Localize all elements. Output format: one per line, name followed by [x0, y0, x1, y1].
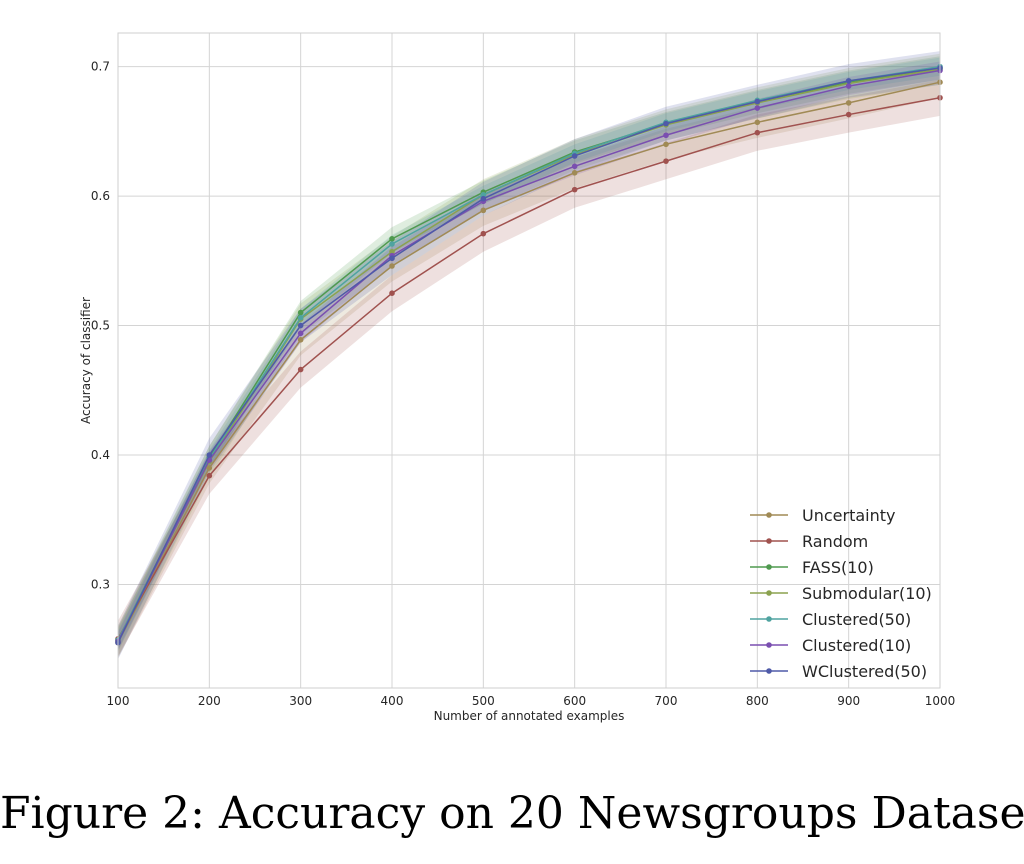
confidence-band — [118, 79, 940, 657]
legend-entry: FASS(10) — [802, 558, 874, 577]
data-point — [206, 452, 213, 458]
legend-marker — [766, 590, 772, 596]
confidence-band — [118, 66, 940, 659]
legend-marker — [766, 512, 772, 518]
y-axis-title: Accuracy of classifier — [79, 297, 93, 424]
data-point — [845, 111, 852, 118]
data-point — [663, 158, 669, 164]
figure-caption: Figure 2: Accuracy on 20 Newsgroups Data… — [0, 788, 1024, 839]
y-tick-label: 0.5 — [91, 319, 110, 333]
data-point — [389, 263, 395, 269]
x-tick-label: 400 — [381, 694, 404, 708]
data-point — [845, 100, 852, 106]
legend-marker — [766, 564, 772, 570]
legend-entry: WClustered(50) — [802, 662, 927, 681]
x-tick-label: 700 — [655, 694, 678, 708]
data-point — [389, 236, 395, 242]
data-point — [480, 230, 487, 237]
series-line — [117, 67, 941, 644]
series-line — [117, 68, 941, 642]
data-point — [297, 322, 304, 329]
legend-entry: Uncertainty — [802, 506, 895, 525]
data-point — [845, 83, 852, 89]
x-tick-label: 1000 — [925, 694, 956, 708]
data-point — [480, 207, 487, 214]
data-point — [663, 132, 669, 139]
series-lines — [115, 63, 943, 646]
series-line — [117, 69, 941, 642]
legend-marker — [766, 668, 772, 674]
legend-marker — [766, 538, 772, 544]
tick-labels: 100 200 300 400 500 600 700 800 900 1000 0.3 0.4 0.5… — [91, 60, 955, 708]
plot-frame — [117, 32, 941, 689]
legend-entry: Random — [802, 532, 868, 551]
data-point — [571, 170, 578, 176]
y-tick-label: 0.4 — [91, 448, 110, 462]
data-point — [389, 241, 395, 247]
data-point — [571, 186, 578, 193]
data-point — [663, 141, 669, 148]
data-point — [206, 465, 213, 471]
legend-marker — [766, 616, 772, 622]
data-point — [480, 195, 487, 202]
legend-entry: Submodular(10) — [802, 584, 932, 603]
data-point — [206, 472, 213, 479]
confidence-band — [118, 57, 940, 650]
data-point — [663, 120, 669, 127]
x-tick-label: 100 — [107, 694, 130, 708]
legend: Uncertainty Random FASS(10) Submodular(10) C… — [750, 506, 932, 681]
x-axis-title: Number of annotated examples — [434, 709, 625, 723]
data-point — [389, 290, 395, 296]
data-point — [571, 163, 578, 170]
accuracy-line-chart: 100 200 300 400 500 600 700 800 900 1000 0.3 0.4 0.5… — [79, 32, 955, 723]
data-point — [297, 330, 304, 337]
x-tick-label: 200 — [198, 694, 221, 708]
series-line — [117, 96, 941, 640]
data-point — [297, 366, 304, 373]
legend-entry: Clustered(10) — [802, 636, 911, 655]
data-point — [389, 255, 395, 262]
x-tick-label: 600 — [563, 694, 586, 708]
y-tick-label: 0.7 — [91, 60, 110, 74]
legend-entry: Clustered(50) — [802, 610, 911, 629]
x-tick-label: 800 — [746, 694, 769, 708]
data-point — [571, 153, 578, 159]
x-tick-label: 900 — [837, 694, 860, 708]
y-tick-label: 0.3 — [91, 577, 110, 591]
data-point — [297, 336, 304, 343]
data-point — [754, 105, 761, 111]
grid-lines — [117, 33, 941, 688]
series-line — [117, 65, 941, 641]
data-point — [845, 78, 852, 84]
data-point — [754, 119, 761, 126]
data-point — [754, 98, 761, 105]
data-point — [297, 314, 304, 321]
x-tick-label: 500 — [472, 694, 495, 708]
data-point — [389, 248, 395, 255]
x-tick-label: 300 — [289, 694, 312, 708]
series-line — [117, 67, 941, 641]
confidence-band — [118, 61, 940, 651]
legend-marker — [766, 642, 772, 648]
data-point — [297, 309, 304, 316]
data-point — [480, 192, 487, 198]
data-point — [754, 129, 761, 136]
series-line — [117, 81, 941, 644]
y-tick-label: 0.6 — [91, 189, 110, 203]
